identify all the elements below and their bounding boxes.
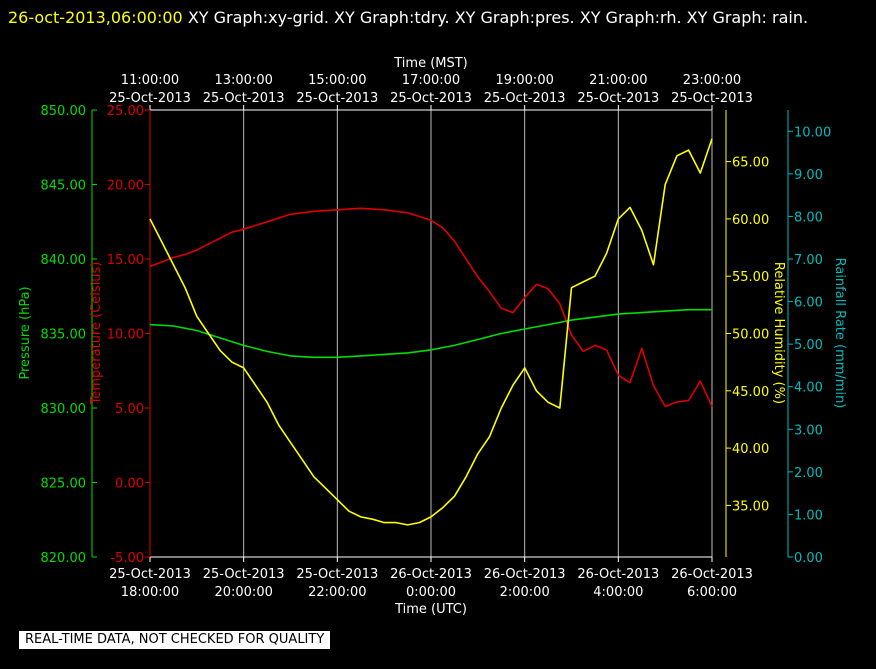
top-axis-tick-time: 15:00:00 — [308, 73, 366, 88]
humidity-tick-label: 40.00 — [732, 442, 769, 457]
grid-lines — [149, 110, 713, 557]
rain-tick-label: 10.00 — [794, 125, 831, 140]
humidity-tick-label: 55.00 — [732, 270, 769, 285]
series-line-relative-humidity — [149, 138, 713, 526]
bottom-axis-tick-time: 20:00:00 — [214, 585, 272, 600]
bottom-axis-tick-date: 26-Oct-2013 — [484, 567, 566, 582]
bottom-axis-tick-date: 26-Oct-2013 — [390, 567, 472, 582]
temperature-axis-title: Temperature (Celsius) — [89, 262, 104, 406]
bottom-axis-tick-date: 26-Oct-2013 — [671, 567, 753, 582]
top-axis-tick-date: 25-Oct-2013 — [577, 91, 659, 106]
humidity-tick-label: 35.00 — [732, 499, 769, 514]
temperature-tick-label: -5.00 — [110, 551, 144, 566]
temperature-tick-label: 5.00 — [115, 402, 144, 417]
temperature-tick-label: 15.00 — [107, 253, 144, 268]
temperature-tick-label: 25.00 — [107, 104, 144, 119]
top-axis-tick-date: 25-Oct-2013 — [671, 91, 753, 106]
rain-tick-label: 7.00 — [794, 253, 823, 268]
rain-tick-label: 0.00 — [794, 551, 823, 566]
rain-tick-label: 1.00 — [794, 508, 823, 523]
temperature-tick-label: 20.00 — [107, 179, 144, 194]
rain-tick-label: 4.00 — [794, 381, 823, 396]
humidity-tick-label: 60.00 — [732, 213, 769, 228]
top-axis-tick-time: 11:00:00 — [121, 73, 179, 88]
bottom-axis-tick-time: 0:00:00 — [406, 585, 456, 600]
top-axis-tick-date: 25-Oct-2013 — [296, 91, 378, 106]
pressure-tick-label: 820.00 — [41, 551, 87, 566]
rain-axis-title: Rainfall Rate (mm/min) — [832, 258, 847, 409]
top-axis-tick-date: 25-Oct-2013 — [390, 91, 472, 106]
rain-tick-label: 2.00 — [794, 466, 823, 481]
quality-disclaimer: REAL-TIME DATA, NOT CHECKED FOR QUALITY — [19, 631, 331, 649]
top-axis-tick-time: 21:00:00 — [589, 73, 647, 88]
pressure-tick-label: 835.00 — [41, 328, 87, 343]
bottom-axis-tick-time: 6:00:00 — [687, 585, 737, 600]
top-axis-tick-time: 17:00:00 — [402, 73, 460, 88]
header-graph-list: XY Graph:xy-grid. XY Graph:tdry. XY Grap… — [182, 8, 809, 27]
rain-tick-label: 5.00 — [794, 338, 823, 353]
pressure-axis-title: Pressure (hPa) — [18, 286, 33, 379]
header-timestamp: 26-oct-2013,06:00:00 — [8, 8, 183, 27]
top-axis-tick-date: 25-Oct-2013 — [109, 91, 191, 106]
bottom-axis-tick-time: 2:00:00 — [500, 585, 550, 600]
bottom-axis-tick-time: 22:00:00 — [308, 585, 366, 600]
pressure-tick-label: 850.00 — [41, 104, 87, 119]
humidity-tick-label: 65.00 — [732, 156, 769, 171]
temperature-tick-label: 0.00 — [115, 477, 144, 492]
pressure-tick-label: 845.00 — [41, 179, 87, 194]
top-axis-tick-time: 13:00:00 — [214, 73, 272, 88]
series-line-pressure — [149, 308, 712, 359]
humidity-tick-label: 50.00 — [732, 328, 769, 343]
top-axis-tick-time: 23:00:00 — [683, 73, 741, 88]
top-axis-tick-date: 25-Oct-2013 — [203, 91, 285, 106]
humidity-axis-title: Relative Humidity (%) — [771, 262, 786, 404]
rain-tick-label: 6.00 — [794, 296, 823, 311]
pressure-tick-label: 830.00 — [41, 402, 87, 417]
rain-tick-label: 3.00 — [794, 423, 823, 438]
chart-header: 26-oct-2013,06:00:00 XY Graph:xy-grid. X… — [8, 3, 868, 32]
pressure-tick-label: 825.00 — [41, 477, 87, 492]
humidity-tick-label: 45.00 — [732, 385, 769, 400]
top-axis-tick-time: 19:00:00 — [495, 73, 553, 88]
bottom-axis-tick-date: 25-Oct-2013 — [109, 567, 191, 582]
axis-labels: 11:00:00 25-Oct-2013 13:00:00 25-Oct-2013 15… — [18, 56, 847, 617]
axes — [91, 105, 793, 562]
top-axis-tick-date: 25-Oct-2013 — [484, 91, 566, 106]
series-line-temperature — [149, 207, 713, 408]
bottom-axis-tick-date: 25-Oct-2013 — [203, 567, 285, 582]
pressure-tick-label: 840.00 — [41, 253, 87, 268]
data-series — [149, 138, 713, 526]
bottom-axis-tick-time: 18:00:00 — [121, 585, 179, 600]
temperature-tick-label: 10.00 — [107, 328, 144, 343]
bottom-axis-label: Time (UTC) — [394, 602, 467, 617]
top-axis-label: Time (MST) — [393, 56, 468, 71]
rain-tick-label: 8.00 — [794, 210, 823, 225]
bottom-axis-tick-date: 26-Oct-2013 — [577, 567, 659, 582]
bottom-axis-tick-time: 4:00:00 — [593, 585, 643, 600]
rain-tick-label: 9.00 — [794, 168, 823, 183]
bottom-axis-tick-date: 25-Oct-2013 — [296, 567, 378, 582]
